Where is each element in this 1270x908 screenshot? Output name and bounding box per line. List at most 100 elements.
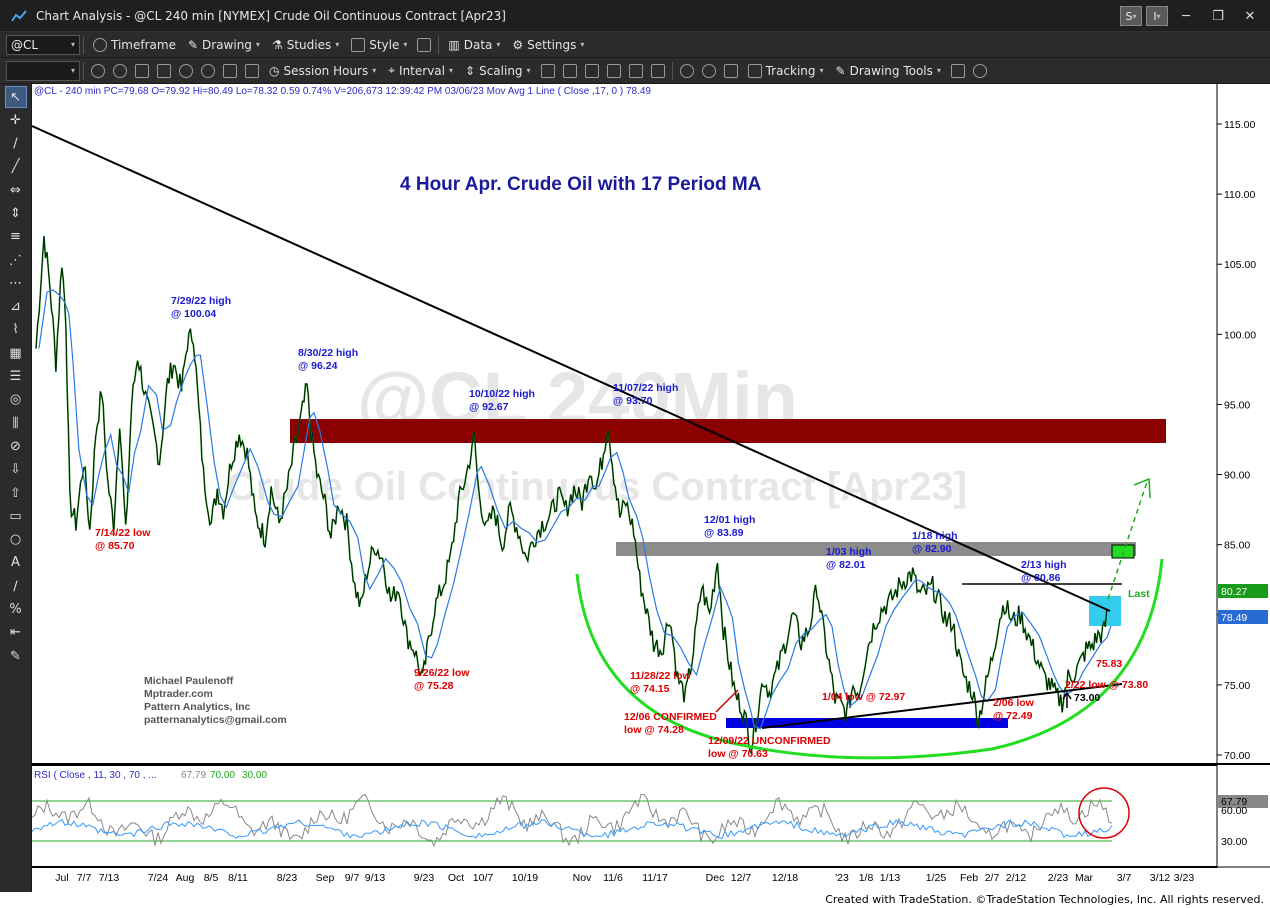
text-icon[interactable]: A: [11, 555, 20, 571]
bars-icon[interactable]: [605, 62, 623, 80]
gann-icon[interactable]: ⊘: [10, 438, 21, 454]
annot-1: @ 100.04: [171, 308, 216, 320]
speed-line-icon[interactable]: ⋯: [9, 275, 22, 291]
ma-price-value: 78.49: [1221, 612, 1247, 624]
horizontal-line-icon[interactable]: ⇔: [10, 182, 21, 198]
candle-icon[interactable]: [561, 62, 579, 80]
chat-icon[interactable]: [971, 62, 989, 80]
fan-icon[interactable]: ⊿: [10, 299, 21, 315]
studies-menu[interactable]: ⚗ Studies ▾: [271, 37, 340, 52]
interval-menu[interactable]: ⌖ Interval ▾: [388, 63, 454, 78]
projection-arrow: [1133, 477, 1151, 499]
x-tick-label: 9/23: [414, 872, 435, 884]
annot-7: @ 93.70: [613, 395, 653, 407]
last-price-value: 80.27: [1221, 586, 1247, 598]
secondary-toolbar: ▾ ◷ Session Hours ▾ ⌖ Interval ▾ ⇕ Scaling ▾ T…: [0, 58, 1270, 84]
settings-menu[interactable]: ⚙ Settings ▾: [512, 37, 585, 52]
fib-icon[interactable]: ☰: [9, 369, 22, 385]
annot-18: 9/26/22 low: [414, 667, 470, 679]
s-button[interactable]: S ▾: [1120, 6, 1142, 26]
data-menu[interactable]: ▥ Data ▾: [448, 37, 501, 52]
x-tick-label: 3/7: [1117, 872, 1132, 884]
rectangle-icon[interactable]: ▭: [9, 508, 22, 524]
refresh-icon[interactable]: [177, 62, 195, 80]
brush-icon[interactable]: ∕: [13, 136, 18, 152]
clock-icon: [93, 37, 107, 52]
arrow-down-icon[interactable]: ⇩: [10, 462, 21, 478]
time-zones-icon[interactable]: ⫼: [12, 415, 19, 431]
i-button[interactable]: I ▾: [1146, 6, 1168, 26]
annot-12: 1/18 high: [912, 530, 958, 542]
camera-icon[interactable]: [199, 62, 217, 80]
symbol-combo[interactable]: @CL ▾: [6, 34, 80, 55]
expand-icon[interactable]: [649, 62, 667, 80]
annot-8: 12/01 high: [704, 514, 755, 526]
zoom-in-icon[interactable]: [678, 62, 696, 80]
grid-tool-icon[interactable]: ▦: [9, 345, 22, 361]
zoom-out-icon[interactable]: [700, 62, 718, 80]
ruler-icon[interactable]: [221, 62, 239, 80]
crosshair-icon[interactable]: [722, 62, 740, 80]
pointer-icon[interactable]: ↖: [4, 86, 27, 108]
chart-svg[interactable]: @CL - 240 min PC=79.68 O=79.92 Hi=80.49 …: [31, 84, 1270, 892]
close-icon[interactable]: ✕: [1244, 8, 1256, 24]
x-tick-label: Dec: [706, 872, 725, 884]
maximize-icon[interactable]: ❐: [1212, 8, 1224, 24]
tracking-menu[interactable]: Tracking ▾: [742, 63, 830, 78]
link-icon[interactable]: [89, 62, 107, 80]
projection-line: [1107, 478, 1149, 600]
clock-small-icon: ◷: [269, 63, 280, 78]
edit-icon[interactable]: ✎: [10, 648, 21, 664]
crosshair-tool-icon[interactable]: ✛: [10, 112, 21, 128]
minimize-icon[interactable]: ─: [1182, 8, 1190, 24]
downtrend-line: [31, 125, 1111, 612]
channel-icon[interactable]: ≡: [10, 229, 21, 245]
trendline-icon[interactable]: ╱: [11, 159, 20, 175]
drawing-menu[interactable]: ✎ Drawing ▾: [187, 37, 260, 52]
uptrend-line: [761, 683, 1123, 729]
vertical-line-icon[interactable]: ⇕: [10, 205, 21, 221]
arrow-up-icon[interactable]: ⇧: [10, 485, 21, 501]
table-icon[interactable]: [243, 62, 261, 80]
cursor-back-icon[interactable]: ⇤: [10, 625, 21, 641]
grid-icon[interactable]: [133, 62, 151, 80]
ellipse-icon[interactable]: ○: [9, 532, 22, 548]
timeframe-menu[interactable]: Timeframe: [87, 37, 182, 52]
chart-area[interactable]: @CL - 240 min PC=79.68 O=79.92 Hi=80.49 …: [31, 84, 1270, 892]
annot-3: @ 96.24: [298, 360, 338, 372]
x-tick-label: Mar: [1075, 872, 1094, 884]
export-icon[interactable]: [949, 62, 967, 80]
x-tick-label: 10/19: [512, 872, 538, 884]
cycle-icon[interactable]: [111, 62, 129, 80]
histogram-icon[interactable]: [627, 62, 645, 80]
timeframe-label: Timeframe: [111, 37, 176, 52]
scaling-menu[interactable]: ⇕ Scaling ▾: [465, 63, 531, 78]
session-hours-menu[interactable]: ◷ Session Hours ▾: [269, 63, 377, 78]
y-tick-label: 85.00: [1224, 540, 1250, 552]
interval-combo[interactable]: ▾: [6, 60, 80, 81]
ratio-icon[interactable]: ⌇: [12, 322, 19, 338]
line-tool-icon[interactable]: ∕: [13, 578, 18, 594]
annotations: 7/29/22 high @ 100.04 8/30/22 high @ 96.…: [95, 295, 1150, 760]
x-tick-label: 8/11: [228, 872, 248, 884]
scaling-label: Scaling: [479, 63, 523, 78]
circle-tool-icon[interactable]: ◎: [9, 392, 22, 408]
rsi-panel: [32, 766, 1217, 866]
andrews-icon[interactable]: ⋰: [9, 252, 22, 268]
credits: Michael Paulenoff Mptrader.com Pattern A…: [144, 675, 287, 726]
drawing-tools-menu[interactable]: ✎ Drawing Tools ▾: [835, 63, 941, 78]
layout-icon[interactable]: [415, 36, 433, 54]
style-menu[interactable]: Style ▾: [345, 37, 413, 52]
price-series: [35, 235, 1112, 757]
rsi-axis-last: 67.79: [1221, 796, 1247, 808]
chart-title: 4 Hour Apr. Crude Oil with 17 Period MA: [400, 174, 762, 195]
x-tick-label: Jul: [55, 872, 68, 884]
percent-icon[interactable]: %: [9, 602, 22, 618]
y-tick-label: 100.00: [1224, 329, 1256, 341]
bar-type-icon[interactable]: [539, 62, 557, 80]
annot-4: 10/10/22 high: [469, 388, 535, 400]
hlc-icon[interactable]: [583, 62, 601, 80]
x-tick-label: Aug: [176, 872, 195, 884]
zoom-range-icon[interactable]: [155, 62, 173, 80]
x-tick-label: 2/23: [1048, 872, 1069, 884]
